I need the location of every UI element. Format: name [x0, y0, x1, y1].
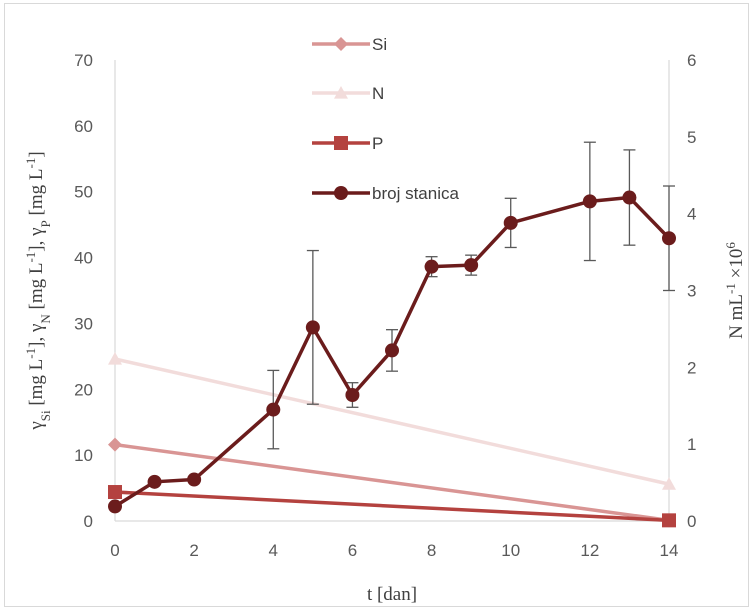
axis-title-part: 6: [723, 242, 738, 249]
series-line: [114, 357, 670, 486]
y-right-axis-title: N mL-1 ×106: [723, 242, 748, 339]
x-tick-label: 4: [269, 541, 278, 560]
y-left-tick-label: 40: [74, 249, 93, 268]
x-tick-label: 6: [348, 541, 357, 560]
legend-marker: [334, 37, 348, 51]
data-point: [622, 190, 637, 205]
y-left-axis-title: γSi [mg L-1], γN [mg L-1], γP [mg L-1]: [23, 151, 53, 430]
axis-title-part: [mg L: [26, 263, 47, 315]
legend-marker: [334, 136, 348, 150]
y-right-tick-label: 4: [687, 205, 696, 224]
y-right-tick-label: 1: [687, 435, 696, 454]
series-line: [114, 490, 670, 523]
y-left-tick-label: 10: [74, 446, 93, 465]
x-tick-label: 0: [110, 541, 119, 560]
legend-item: P: [312, 134, 383, 153]
axis-title-part: [mg L: [26, 168, 47, 220]
legend-item: N: [312, 84, 384, 103]
axis-title-part: -1: [23, 158, 38, 169]
y-right-tick-label: 3: [687, 282, 696, 301]
data-point: [147, 474, 162, 489]
x-tick-label: 12: [580, 541, 599, 560]
data-point: [108, 437, 122, 452]
series-line: [114, 442, 670, 523]
axis-title-part: P: [38, 220, 53, 227]
legend-marker: [334, 86, 348, 99]
data-point: [108, 499, 122, 514]
series-n: [108, 351, 676, 490]
legend-label: broj stanica: [372, 184, 459, 203]
x-axis-title: t [dan]: [367, 584, 417, 605]
y-right-tick-label: 6: [687, 51, 696, 70]
data-point: [385, 343, 399, 358]
axes-layer: [114, 60, 670, 522]
data-point: [424, 259, 439, 274]
x-tick-label: 2: [189, 541, 198, 560]
y-left-tick-label: 30: [74, 314, 93, 333]
axis-title-part: ]: [26, 151, 47, 157]
axis-title-part: N mL: [726, 294, 747, 339]
data-point: [662, 513, 676, 528]
data-point: [503, 215, 518, 230]
axis-title-part: -1: [23, 348, 38, 359]
axis-title-part: N: [38, 314, 53, 324]
x-tick-label: 10: [501, 541, 520, 560]
data-point: [582, 194, 597, 209]
axis-title-part: Si: [38, 410, 53, 421]
legend-label: N: [372, 84, 384, 103]
y-left-tick-label: 60: [74, 117, 93, 136]
axis-title-part: [mg L: [26, 359, 47, 411]
data-point: [108, 485, 122, 500]
legend-marker: [334, 186, 348, 200]
legend-item: broj stanica: [312, 184, 459, 203]
data-point: [662, 231, 676, 246]
y-left-tick-label: 50: [74, 183, 93, 202]
axis-title-part: γ: [26, 421, 47, 430]
data-point: [662, 477, 676, 490]
data-point: [345, 387, 360, 402]
series-broj-stanica: [108, 141, 676, 514]
axis-title-part: -1: [723, 283, 738, 294]
data-point: [464, 258, 479, 273]
y-right-tick-label: 2: [687, 358, 696, 377]
legend-item: Si: [312, 35, 387, 54]
y-right-tick-label: 0: [687, 512, 696, 531]
axis-title-part: -1: [23, 252, 38, 263]
y-left-tick-label: 0: [84, 512, 93, 531]
y-right-tick-label: 5: [687, 128, 696, 147]
data-point: [305, 320, 320, 335]
legend-label: Si: [372, 35, 387, 54]
data-point: [187, 472, 202, 487]
series-p: [108, 485, 676, 528]
axis-title-part: ], γ: [26, 324, 47, 348]
data-point: [108, 351, 122, 365]
legend-label: P: [372, 134, 383, 153]
data-point: [266, 402, 281, 417]
axis-title-part: ], γ: [26, 227, 47, 251]
x-tick-label: 14: [660, 541, 679, 560]
y-left-tick-label: 70: [74, 51, 93, 70]
x-tick-label: 8: [427, 541, 436, 560]
y-left-tick-label: 20: [74, 380, 93, 399]
axis-title-part: ×10: [726, 249, 747, 283]
series-layer: [108, 141, 676, 528]
